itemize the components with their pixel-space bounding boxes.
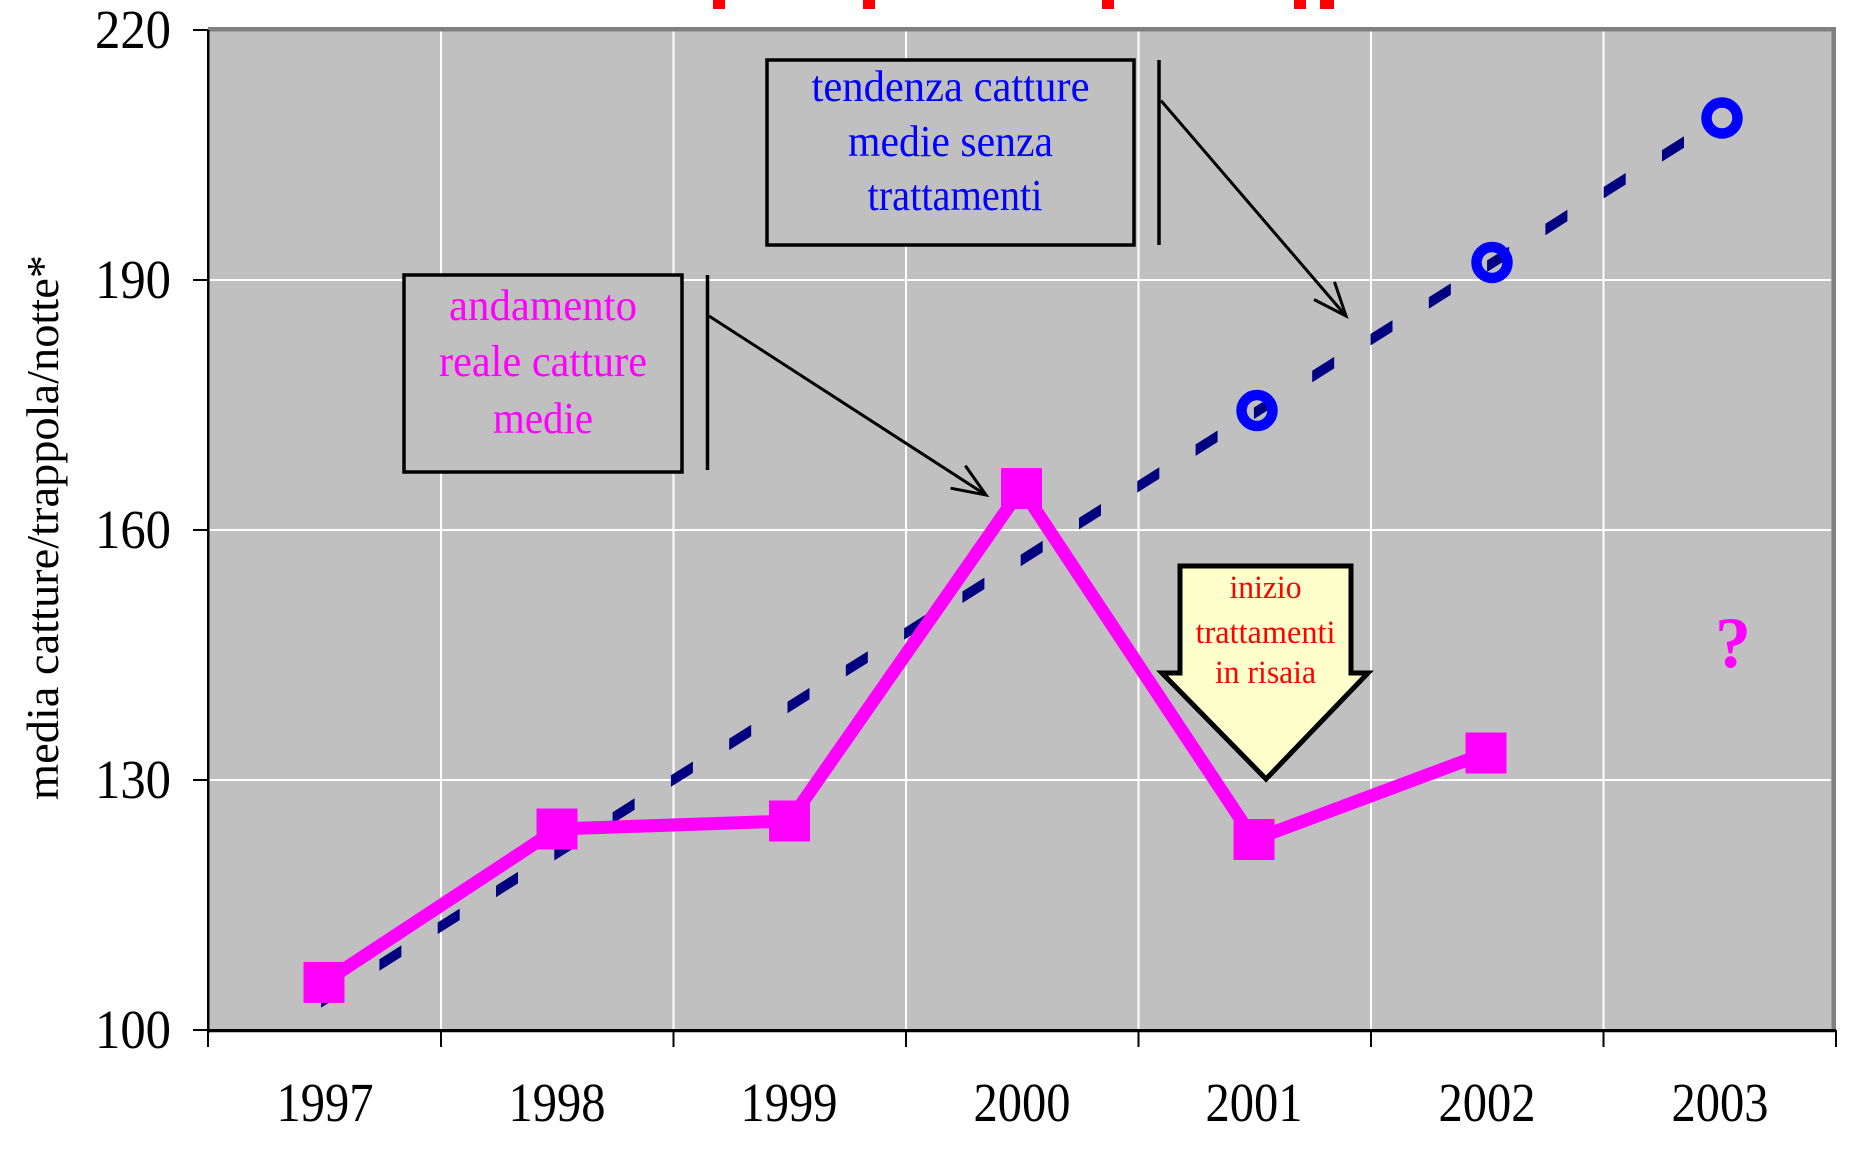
svg-text:190: 190 bbox=[95, 249, 171, 310]
svg-text:tendenza catture: tendenza catture bbox=[812, 62, 1090, 111]
svg-text:medie: medie bbox=[493, 394, 593, 443]
svg-text:1997: 1997 bbox=[277, 1072, 374, 1133]
svg-text:trattamenti: trattamenti bbox=[868, 171, 1043, 220]
svg-text:1999: 1999 bbox=[741, 1072, 838, 1133]
svg-text:130: 130 bbox=[95, 749, 171, 810]
svg-text:2002: 2002 bbox=[1439, 1072, 1536, 1133]
svg-text:160: 160 bbox=[95, 499, 171, 560]
svg-text:andamento: andamento bbox=[449, 281, 637, 330]
svg-text:220: 220 bbox=[95, 0, 171, 60]
svg-text:2003: 2003 bbox=[1672, 1072, 1769, 1133]
svg-text:?: ? bbox=[1715, 603, 1751, 683]
svg-text:2001: 2001 bbox=[1206, 1072, 1303, 1133]
svg-text:reale catture: reale catture bbox=[439, 337, 647, 386]
svg-text:media catture/trappola/notte*: media catture/trappola/notte* bbox=[18, 255, 68, 800]
svg-text:in risaia: in risaia bbox=[1215, 655, 1316, 691]
svg-text:100: 100 bbox=[95, 999, 171, 1060]
svg-text:trattamenti: trattamenti bbox=[1196, 615, 1336, 651]
svg-text:medie senza: medie senza bbox=[848, 117, 1053, 166]
svg-text:inizio: inizio bbox=[1230, 570, 1302, 606]
svg-text:1998: 1998 bbox=[509, 1072, 606, 1133]
svg-text:2000: 2000 bbox=[974, 1072, 1071, 1133]
